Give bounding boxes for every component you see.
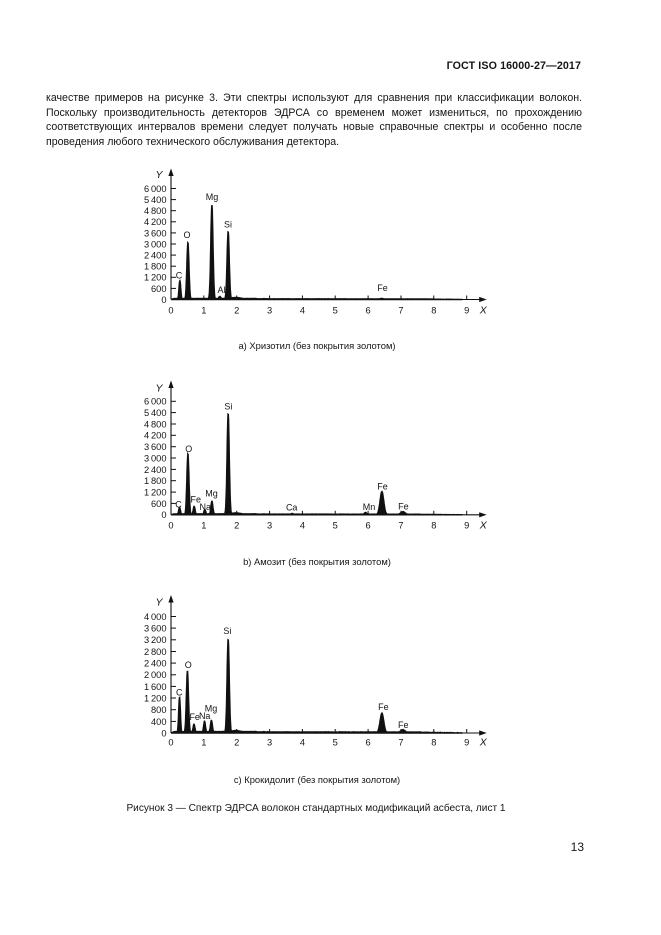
svg-text:C: C — [176, 271, 183, 281]
svg-text:1: 1 — [201, 738, 206, 748]
svg-text:8: 8 — [431, 306, 436, 316]
svg-text:9: 9 — [464, 521, 469, 531]
svg-text:0: 0 — [161, 728, 166, 738]
svg-text:1: 1 — [201, 306, 206, 316]
svg-text:7: 7 — [398, 521, 403, 531]
svg-text:6 000: 6 000 — [144, 184, 167, 194]
svg-text:1 200: 1 200 — [144, 488, 167, 498]
svg-text:4 200: 4 200 — [144, 217, 167, 227]
svg-text:X: X — [479, 305, 488, 317]
svg-text:800: 800 — [151, 705, 167, 715]
svg-text:1 800: 1 800 — [144, 262, 167, 272]
svg-text:0: 0 — [168, 521, 173, 531]
svg-text:1 200: 1 200 — [144, 273, 167, 283]
svg-text:Al: Al — [217, 285, 225, 295]
svg-text:6: 6 — [366, 521, 371, 531]
svg-text:5 400: 5 400 — [144, 195, 167, 205]
svg-text:Si: Si — [223, 626, 231, 636]
svg-text:4: 4 — [300, 521, 305, 531]
svg-text:Fe: Fe — [377, 283, 388, 293]
svg-text:2 000: 2 000 — [144, 670, 167, 680]
svg-text:3 000: 3 000 — [144, 453, 167, 463]
svg-text:Si: Si — [224, 220, 232, 230]
svg-text:4: 4 — [300, 306, 305, 316]
svg-text:3: 3 — [267, 306, 272, 316]
svg-text:5: 5 — [333, 738, 338, 748]
svg-text:Si: Si — [224, 402, 232, 412]
svg-text:1: 1 — [201, 521, 206, 531]
svg-text:3 600: 3 600 — [144, 624, 167, 634]
svg-text:3 200: 3 200 — [144, 635, 167, 645]
svg-text:8: 8 — [431, 521, 436, 531]
svg-text:3 600: 3 600 — [144, 228, 167, 238]
svg-text:4: 4 — [300, 738, 305, 748]
svg-text:600: 600 — [151, 284, 167, 294]
svg-text:C: C — [175, 500, 182, 510]
svg-text:5: 5 — [333, 306, 338, 316]
svg-text:2 400: 2 400 — [144, 659, 167, 669]
svg-text:2: 2 — [234, 521, 239, 531]
svg-text:2: 2 — [234, 306, 239, 316]
svg-text:3 600: 3 600 — [144, 442, 167, 452]
svg-text:Y: Y — [155, 597, 163, 609]
svg-text:2 800: 2 800 — [144, 647, 167, 657]
svg-text:Na: Na — [200, 502, 212, 512]
svg-text:Ca: Ca — [286, 503, 298, 513]
svg-text:2 400: 2 400 — [144, 465, 167, 475]
svg-text:O: O — [185, 660, 192, 670]
svg-text:4 800: 4 800 — [144, 419, 167, 429]
svg-text:X: X — [479, 737, 488, 749]
svg-text:Fe: Fe — [398, 502, 409, 512]
svg-text:4 800: 4 800 — [144, 206, 167, 216]
svg-text:2: 2 — [234, 738, 239, 748]
svg-text:5 400: 5 400 — [144, 408, 167, 418]
svg-text:0: 0 — [168, 738, 173, 748]
svg-text:6: 6 — [366, 306, 371, 316]
svg-text:Fe: Fe — [189, 712, 200, 722]
svg-text:7: 7 — [398, 306, 403, 316]
svg-text:C: C — [176, 688, 183, 698]
svg-text:O: O — [185, 444, 192, 454]
svg-text:0: 0 — [161, 510, 166, 520]
svg-text:Mg: Mg — [205, 489, 218, 499]
svg-text:6 000: 6 000 — [144, 397, 167, 407]
svg-text:5: 5 — [333, 521, 338, 531]
svg-text:3: 3 — [267, 738, 272, 748]
svg-text:6: 6 — [366, 738, 371, 748]
svg-text:Mg: Mg — [206, 192, 219, 202]
svg-text:400: 400 — [151, 717, 167, 727]
svg-text:1 800: 1 800 — [144, 476, 167, 486]
svg-text:X: X — [479, 520, 488, 532]
svg-text:8: 8 — [431, 738, 436, 748]
svg-text:Mg: Mg — [205, 704, 218, 714]
svg-text:0: 0 — [161, 295, 166, 305]
svg-text:3: 3 — [267, 521, 272, 531]
svg-text:Fe: Fe — [191, 495, 202, 505]
svg-text:2 400: 2 400 — [144, 251, 167, 261]
svg-text:O: O — [183, 230, 190, 240]
svg-text:1 600: 1 600 — [144, 682, 167, 692]
svg-text:600: 600 — [151, 499, 167, 509]
svg-text:Na: Na — [199, 711, 211, 721]
svg-text:7: 7 — [398, 738, 403, 748]
svg-text:Fe: Fe — [398, 720, 409, 730]
svg-text:0: 0 — [168, 306, 173, 316]
svg-text:Fe: Fe — [377, 482, 388, 492]
svg-text:9: 9 — [464, 306, 469, 316]
svg-text:Y: Y — [155, 169, 163, 181]
svg-text:9: 9 — [464, 738, 469, 748]
svg-text:3 000: 3 000 — [144, 239, 167, 249]
svg-text:Fe: Fe — [378, 702, 389, 712]
svg-text:4 200: 4 200 — [144, 431, 167, 441]
svg-text:1 200: 1 200 — [144, 693, 167, 703]
svg-text:Y: Y — [155, 383, 163, 395]
svg-text:4 000: 4 000 — [144, 612, 167, 622]
svg-text:Mn: Mn — [363, 502, 376, 512]
